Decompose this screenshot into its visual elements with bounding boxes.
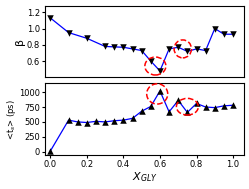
Point <box>222 33 226 36</box>
Point <box>194 47 198 50</box>
Point <box>204 49 208 52</box>
Point <box>130 47 134 50</box>
Point <box>48 150 52 153</box>
Point <box>122 119 125 122</box>
Y-axis label: β: β <box>15 38 25 45</box>
Point <box>213 27 217 30</box>
Point <box>149 60 153 63</box>
Point <box>122 46 125 49</box>
Point <box>140 49 144 52</box>
Point <box>76 120 80 123</box>
Point <box>167 47 171 50</box>
Point <box>176 99 180 102</box>
Point <box>204 105 208 108</box>
Point <box>103 120 107 123</box>
Point <box>130 117 134 120</box>
Point <box>231 33 235 36</box>
Point <box>185 50 189 53</box>
Point <box>112 119 116 122</box>
Point <box>85 121 89 124</box>
Point <box>94 120 98 123</box>
Point <box>158 69 162 72</box>
X-axis label: $X_{GLY}$: $X_{GLY}$ <box>131 170 157 184</box>
Point <box>149 105 153 108</box>
Point <box>158 89 162 92</box>
Point <box>194 102 198 105</box>
Point <box>231 104 235 107</box>
Point <box>66 31 70 34</box>
Point <box>103 45 107 48</box>
Point <box>185 111 189 114</box>
Point <box>213 106 217 109</box>
Point <box>48 16 52 19</box>
Y-axis label: <t$_s$> (ps): <t$_s$> (ps) <box>4 99 18 139</box>
Point <box>112 45 116 48</box>
Point <box>66 119 70 122</box>
Point <box>167 110 171 113</box>
Point <box>140 110 144 113</box>
Point <box>222 104 226 107</box>
Point <box>176 46 180 49</box>
Point <box>85 37 89 40</box>
